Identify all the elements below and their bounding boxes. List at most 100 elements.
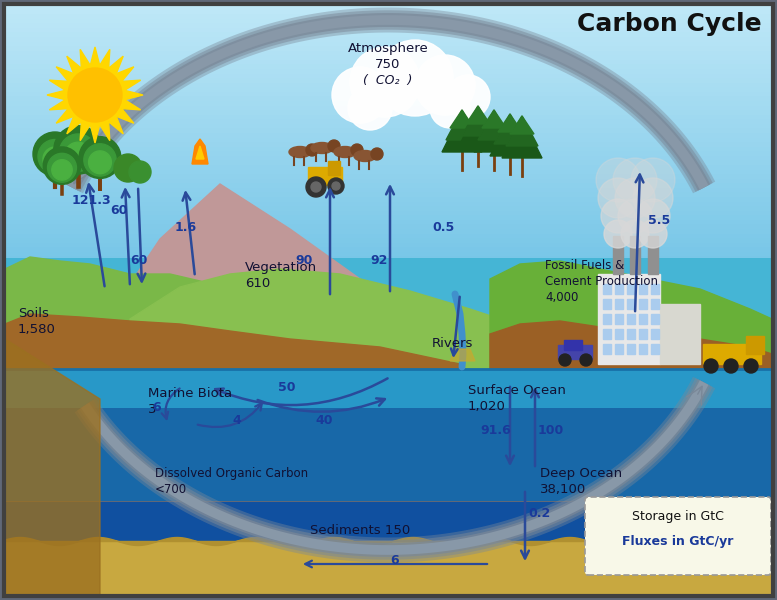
Bar <box>5 302 772 307</box>
Text: 5.5: 5.5 <box>648 214 671 227</box>
Bar <box>5 238 772 243</box>
Circle shape <box>68 68 122 122</box>
Polygon shape <box>498 114 522 132</box>
Circle shape <box>351 144 363 156</box>
Bar <box>5 55 772 60</box>
Polygon shape <box>482 110 506 128</box>
Polygon shape <box>47 47 143 143</box>
Circle shape <box>328 178 344 194</box>
Bar <box>5 106 772 110</box>
Bar <box>5 60 772 64</box>
Circle shape <box>33 132 77 176</box>
Bar <box>660 304 700 364</box>
Bar <box>639 314 647 324</box>
Circle shape <box>306 144 318 156</box>
Polygon shape <box>100 184 580 369</box>
Bar <box>5 270 772 275</box>
Circle shape <box>59 134 96 172</box>
Bar <box>5 133 772 137</box>
Bar <box>603 314 611 324</box>
Bar <box>639 329 647 339</box>
Bar <box>627 299 635 309</box>
Text: Vegetation: Vegetation <box>245 261 317 274</box>
Bar <box>703 344 761 364</box>
Bar <box>627 344 635 354</box>
Bar <box>613 236 623 274</box>
Bar <box>5 179 772 184</box>
Bar <box>5 258 772 369</box>
FancyBboxPatch shape <box>585 497 771 575</box>
Bar <box>5 197 772 202</box>
Text: Atmosphere: Atmosphere <box>347 42 428 55</box>
Bar <box>603 329 611 339</box>
Circle shape <box>377 40 453 116</box>
Bar <box>651 314 659 324</box>
Bar <box>5 211 772 215</box>
Bar <box>615 284 623 294</box>
Circle shape <box>332 67 388 123</box>
Bar <box>651 299 659 309</box>
Bar <box>627 314 635 324</box>
Bar <box>5 115 772 119</box>
Text: 121.3: 121.3 <box>72 194 112 207</box>
Text: 750: 750 <box>375 58 401 71</box>
Circle shape <box>613 158 657 202</box>
Bar <box>5 10 772 14</box>
Circle shape <box>559 354 571 366</box>
Text: 1,580: 1,580 <box>18 323 56 336</box>
Bar <box>5 137 772 142</box>
Polygon shape <box>192 139 208 164</box>
Text: Cement Production: Cement Production <box>545 275 658 288</box>
Text: Rivers: Rivers <box>432 337 473 350</box>
Bar <box>5 202 772 206</box>
Bar <box>5 334 772 339</box>
Bar <box>639 344 647 354</box>
Text: 60: 60 <box>130 254 148 267</box>
Text: 6: 6 <box>152 401 161 414</box>
Circle shape <box>430 88 470 128</box>
Text: Dissolved Organic Carbon: Dissolved Organic Carbon <box>155 467 308 480</box>
Circle shape <box>44 147 81 184</box>
Bar <box>5 348 772 353</box>
Bar <box>5 541 772 595</box>
Text: 91.6: 91.6 <box>480 424 510 437</box>
Polygon shape <box>130 269 580 369</box>
Bar <box>5 97 772 101</box>
Bar <box>5 23 772 28</box>
Bar <box>564 340 582 350</box>
Bar <box>5 233 772 238</box>
Bar <box>5 110 772 115</box>
Circle shape <box>89 151 111 174</box>
Bar <box>5 266 772 270</box>
Polygon shape <box>446 110 478 140</box>
Polygon shape <box>442 112 482 152</box>
Bar <box>5 101 772 106</box>
Text: 92: 92 <box>370 254 388 267</box>
Circle shape <box>601 199 635 233</box>
Bar <box>5 170 772 174</box>
Text: 100: 100 <box>538 424 564 437</box>
Bar <box>5 243 772 247</box>
Bar <box>5 28 772 32</box>
Bar <box>5 83 772 88</box>
Circle shape <box>306 177 326 197</box>
Bar <box>639 299 647 309</box>
Bar <box>651 284 659 294</box>
Text: Fluxes in GtC/yr: Fluxes in GtC/yr <box>622 535 733 548</box>
Bar <box>603 284 611 294</box>
Bar <box>648 236 658 274</box>
Text: 1.6: 1.6 <box>175 221 197 234</box>
Polygon shape <box>510 116 534 134</box>
Bar <box>5 124 772 128</box>
Bar <box>651 329 659 339</box>
Circle shape <box>631 158 675 202</box>
Text: 4: 4 <box>232 414 241 427</box>
Bar <box>5 119 772 124</box>
Circle shape <box>332 182 340 190</box>
Bar <box>328 161 340 175</box>
Text: 4,000: 4,000 <box>545 291 578 304</box>
Bar <box>5 307 772 311</box>
Bar <box>603 344 611 354</box>
Text: Sediments 150: Sediments 150 <box>310 524 410 537</box>
Bar <box>5 502 772 595</box>
